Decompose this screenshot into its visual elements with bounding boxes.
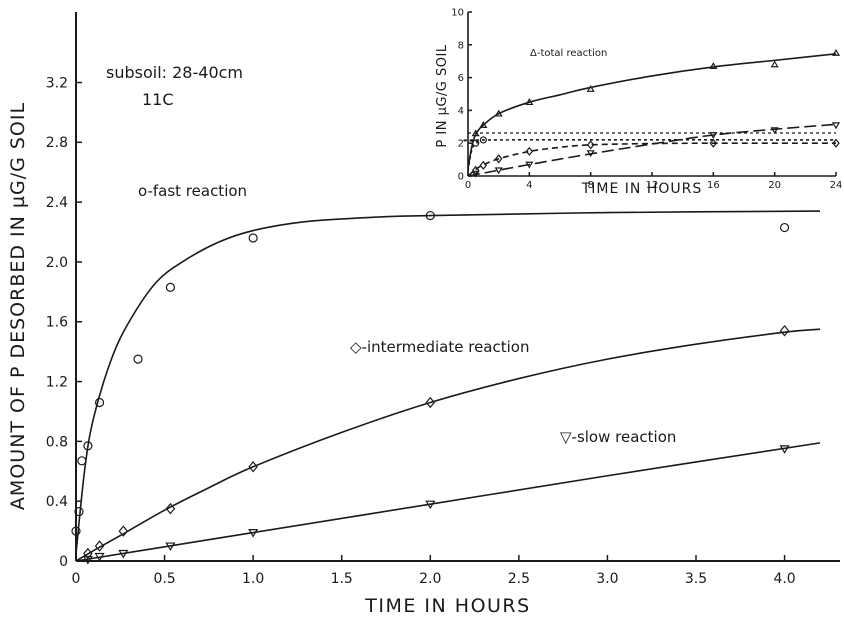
main-point-intermediate-reaction-4 bbox=[248, 461, 258, 473]
main-point-intermediate-reaction-2 bbox=[118, 525, 129, 537]
label-slow-reaction: ▽-slow reaction bbox=[560, 428, 676, 446]
main-point-intermediate-reaction-5 bbox=[425, 396, 436, 409]
main-point-o-fast-reaction-0 bbox=[71, 526, 81, 536]
main-plot: 0 0.5 1.0 1.5 2.0 2.5 3.0 3.5 4.0 0 0.4 0.8 1.2 1.6 2.… bbox=[46, 12, 840, 587]
main-fit-line-intermediate-reaction bbox=[75, 328, 821, 562]
main-point-o-fast-reaction-6 bbox=[165, 282, 176, 292]
inset-x-tick-label-8: 8 bbox=[587, 180, 593, 191]
main-point-o-fast-reaction-5 bbox=[133, 354, 143, 364]
main-point-o-fast-reaction-4 bbox=[94, 397, 105, 408]
inset-point-slow-2 bbox=[525, 161, 534, 169]
main-point-slow-reaction-3 bbox=[165, 542, 176, 552]
inset-point-intermediate-4 bbox=[586, 140, 595, 150]
main-point-slow-reaction-2 bbox=[118, 549, 129, 559]
main-y-axis-label: AMOUNT OF P DESORBED IN µG/G SOIL bbox=[7, 102, 29, 510]
main-point-slow-reaction-1 bbox=[94, 552, 105, 562]
main-point-o-fast-reaction-9 bbox=[779, 222, 790, 233]
main-y-tick-label-2-4: 2.4 bbox=[46, 195, 68, 211]
main-point-o-fast-reaction-1 bbox=[74, 507, 84, 517]
inset-y-tick-label-4: 4 bbox=[458, 106, 464, 117]
main-point-o-fast-reaction-8 bbox=[425, 210, 435, 221]
main-y-tick-label-1-6: 1.6 bbox=[46, 315, 68, 331]
main-y-tick-label-2-8: 2.8 bbox=[46, 135, 68, 151]
main-point-intermediate-reaction-0 bbox=[83, 547, 93, 560]
label-intermediate-reaction: ◇-intermediate reaction bbox=[350, 338, 529, 356]
label-fast-reaction: o-fast reaction bbox=[138, 182, 247, 200]
main-y-tick-label-3-2: 3.2 bbox=[46, 75, 68, 91]
inset-point-total-reaction-1 bbox=[479, 121, 488, 129]
main-y-tick-label-0-8: 0.8 bbox=[46, 434, 68, 450]
main-point-o-fast-reaction-7 bbox=[248, 233, 258, 243]
inset-point-intermediate-2 bbox=[494, 154, 503, 164]
main-point-o-fast-reaction-2 bbox=[77, 456, 87, 466]
inset-y-tick-label-6: 6 bbox=[458, 73, 464, 84]
main-point-o-fast-reaction-3 bbox=[83, 441, 93, 451]
main-point-slow-reaction-5 bbox=[425, 500, 436, 510]
inset-x-tick-label-0: 0 bbox=[465, 180, 471, 191]
main-fit-line-slow-reaction bbox=[75, 442, 821, 562]
main-x-tick-label-0-5: 0.5 bbox=[153, 571, 175, 587]
main-y-tick-label-0: 0 bbox=[59, 554, 68, 570]
main-y-tick-label-2-0: 2.0 bbox=[46, 255, 68, 271]
inset-point-total-reaction-0 bbox=[471, 129, 480, 137]
inset-point-total-reaction-6 bbox=[770, 60, 779, 68]
main-x-tick-label-2-5: 2.5 bbox=[508, 571, 530, 587]
main-point-slow-reaction-0 bbox=[82, 555, 93, 565]
main-y-tick-label-1-2: 1.2 bbox=[46, 374, 68, 390]
inset-point-total-reaction-7 bbox=[831, 48, 841, 56]
label-total-reaction: Δ-total reaction bbox=[530, 48, 607, 59]
inset-y-tick-label-10: 10 bbox=[451, 8, 464, 19]
inset-point-slow-3 bbox=[586, 150, 595, 158]
condition-annotation-soil: subsoil: 28-40cm bbox=[106, 63, 243, 82]
condition-annotation-temp: 11C bbox=[142, 90, 174, 109]
inset-point-total-reaction-2 bbox=[494, 109, 503, 117]
inset-point-slow-0 bbox=[471, 170, 480, 178]
main-x-tick-label-4-0: 4.0 bbox=[773, 571, 795, 587]
inset-point-fast-1 bbox=[479, 136, 487, 144]
main-fit-line-o-fast-reaction bbox=[75, 210, 821, 554]
main-point-intermediate-reaction-1 bbox=[94, 540, 105, 552]
inset-point-slow-1 bbox=[494, 167, 503, 175]
inset-point-intermediate-6 bbox=[832, 138, 840, 148]
inset-x-tick-label-12: 12 bbox=[646, 180, 659, 191]
inset-y-tick-label-8: 8 bbox=[458, 40, 464, 51]
main-point-intermediate-reaction-6 bbox=[779, 324, 790, 337]
main-x-tick-label-3-0: 3.0 bbox=[596, 571, 618, 587]
inset-fit-line-intermediate bbox=[467, 142, 837, 177]
main-y-tick-label-0-4: 0.4 bbox=[46, 494, 68, 510]
inset-point-total-reaction-3 bbox=[525, 98, 534, 106]
main-x-tick-label-1-0: 1.0 bbox=[242, 571, 264, 587]
inset-x-axis-label: TIME IN HOURS bbox=[581, 181, 703, 197]
inset-point-total-reaction-4 bbox=[586, 85, 595, 92]
inset-y-tick-label-2: 2 bbox=[458, 139, 464, 150]
main-x-tick-label-1-5: 1.5 bbox=[331, 571, 353, 587]
main-point-slow-reaction-6 bbox=[779, 445, 790, 454]
inset-fit-line-fast bbox=[461, 138, 837, 172]
main-x-tick-label-2-0: 2.0 bbox=[419, 571, 441, 587]
inset-x-tick-label-20: 20 bbox=[768, 180, 781, 191]
inset-point-total-reaction-5 bbox=[709, 62, 718, 69]
inset-point-slow-4 bbox=[709, 132, 718, 140]
inset-y-tick-label-0: 0 bbox=[458, 172, 464, 183]
inset-point-slow-6 bbox=[831, 122, 841, 130]
inset-point-intermediate-3 bbox=[525, 146, 534, 156]
inset-background bbox=[455, 4, 843, 204]
inset-x-tick-label-24: 24 bbox=[830, 180, 843, 191]
inset-point-intermediate-1 bbox=[479, 160, 488, 170]
inset-x-tick-label-4: 4 bbox=[526, 180, 532, 191]
inset-point-intermediate-0 bbox=[471, 165, 480, 175]
inset-point-slow-5 bbox=[770, 127, 779, 135]
main-point-intermediate-reaction-3 bbox=[165, 502, 176, 515]
inset-x-tick-label-16: 16 bbox=[707, 180, 720, 191]
main-x-axis-label: TIME IN HOURS bbox=[364, 595, 530, 617]
main-x-tick-label-3-5: 3.5 bbox=[685, 571, 707, 587]
inset-fit-line-slow bbox=[467, 123, 837, 177]
inset-y-axis-label: P IN µG/G SOIL bbox=[435, 44, 450, 147]
inset-point-fast-0 bbox=[472, 139, 480, 147]
main-point-slow-reaction-4 bbox=[248, 528, 259, 538]
inset-point-intermediate-5 bbox=[709, 138, 718, 148]
main-x-tick-label-0: 0 bbox=[72, 571, 81, 587]
